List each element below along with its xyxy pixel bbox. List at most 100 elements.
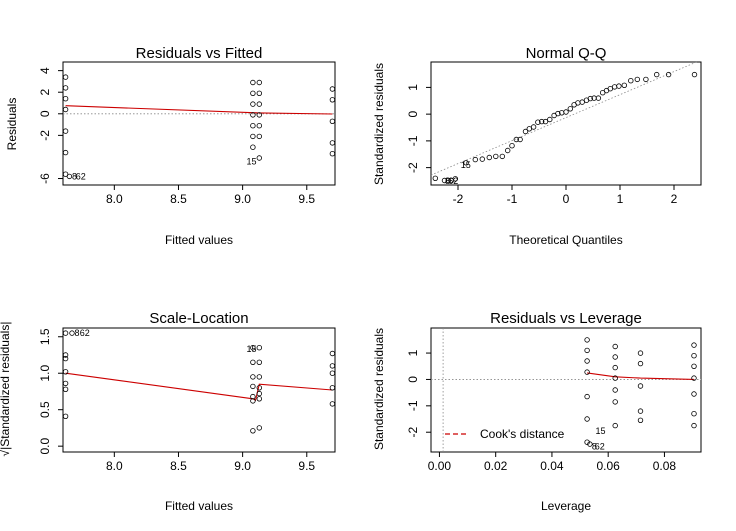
rvf-ytick-label: -6	[38, 173, 52, 184]
rvf-point-label: 8	[72, 171, 77, 181]
sl-data-point	[62, 380, 69, 387]
rvl-data-point	[584, 393, 590, 400]
rvl-data-point	[584, 337, 590, 343]
qq-xlabel: Theoretical Quantiles	[509, 233, 622, 247]
sl-title: Scale-Location	[149, 310, 248, 327]
rvl-data-point	[691, 411, 697, 417]
rvl-ytick-label: 1	[406, 349, 420, 356]
rvl-data-point	[691, 353, 697, 359]
rvf-data-point	[250, 90, 256, 96]
qq-data-point	[535, 119, 541, 125]
sl-xtick-label: 9.0	[234, 459, 251, 473]
rvf-data-point	[62, 85, 69, 91]
sl-data-point	[250, 383, 256, 390]
sl-data-point	[250, 398, 256, 404]
sl-data-point	[62, 355, 69, 362]
rvf-data-point	[256, 133, 262, 140]
sl-ytick-label: 1.5	[38, 328, 52, 345]
rvf-smooth-line	[65, 105, 333, 115]
rvf-data-point	[329, 118, 336, 124]
rvl-xtick-label: 0.08	[653, 459, 677, 473]
qq-data-point	[432, 175, 438, 181]
rvl-plot-box	[430, 327, 702, 453]
rvl-smooth-curve	[587, 372, 695, 380]
sl-xtick-label: 9.5	[298, 459, 315, 473]
qq-data-point	[547, 116, 553, 123]
rvf-points	[62, 74, 336, 180]
qq-plot-box	[430, 61, 702, 186]
legend-label: Cook's distance	[480, 427, 565, 441]
rvl-title: Residuals vs Leverage	[490, 310, 642, 327]
rvf-xtick-label: 9.0	[234, 192, 251, 206]
rvl-ylabel: Standardized residuals	[372, 328, 386, 450]
rvf-ytick-label: 4	[38, 67, 52, 74]
rvf-data-point	[62, 128, 69, 134]
rvf-data-point	[62, 74, 69, 80]
qq-reference-line	[430, 61, 697, 176]
rvf-point-labels: 15 862	[72, 156, 257, 181]
rvf-y-axis: 4 2 0 -2 -6	[38, 67, 63, 184]
sl-data-point	[250, 345, 256, 351]
sl-data-point	[250, 359, 256, 365]
qq-ytick-label: 1	[406, 84, 420, 91]
qq-data-point	[517, 136, 523, 143]
sl-ytick-label: 1.0	[38, 365, 52, 382]
qq-ytick-label: -2	[406, 162, 420, 173]
rvl-data-point	[691, 391, 697, 397]
sl-data-point	[256, 385, 262, 391]
qq-data-point	[587, 95, 593, 102]
scale-location-panel: Scale-Location Fitted values √|Standardi…	[0, 310, 336, 513]
qq-data-point	[643, 76, 649, 83]
qq-data-point	[509, 142, 515, 149]
qq-data-point	[539, 118, 545, 125]
rvf-data-point	[256, 90, 262, 96]
rvf-point-label: 15	[247, 156, 257, 166]
rvl-ytick-label: -1	[406, 400, 420, 411]
rvl-data-point	[612, 375, 618, 381]
sl-ylabel: √|Standardized residuals|	[0, 322, 12, 457]
rvl-point-label: 15	[596, 426, 606, 436]
rvl-xtick-label: 0.04	[540, 459, 564, 473]
sl-data-point	[62, 386, 69, 392]
rvf-data-point	[329, 140, 336, 146]
rvf-data-point	[250, 133, 256, 140]
qq-point-label: 8	[445, 176, 450, 186]
rvl-data-point	[587, 441, 593, 447]
qq-qq-line	[430, 61, 697, 176]
qq-data-point	[595, 95, 602, 101]
rvl-data-point	[584, 347, 590, 354]
rvf-ytick-label: 2	[38, 89, 52, 96]
residuals-vs-fitted-panel: Residuals vs Fitted Fitted values Residu…	[5, 45, 336, 247]
qq-xtick-label: 2	[671, 192, 678, 206]
sl-point-label: 15	[247, 344, 257, 354]
qq-data-point	[654, 71, 660, 78]
qq-data-point	[505, 147, 511, 154]
qq-data-point	[555, 110, 561, 117]
sl-xtick-label: 8.5	[170, 459, 187, 473]
sl-xtick-label: 8.0	[106, 459, 123, 473]
rvl-data-point	[691, 363, 697, 369]
sl-data-point	[329, 385, 336, 391]
rvl-point-labels: 15 862	[592, 426, 606, 452]
qq-data-point	[579, 99, 585, 105]
sl-data-point	[256, 374, 262, 380]
sl-data-point	[62, 352, 69, 358]
qq-data-point	[445, 177, 451, 184]
sl-xlabel: Fitted values	[165, 499, 233, 513]
qq-data-point	[616, 83, 622, 89]
qq-data-point	[513, 136, 519, 143]
rvl-point-label: 8	[592, 442, 597, 452]
qq-points	[432, 71, 698, 184]
qq-xtick-label: -2	[453, 192, 464, 206]
sl-data-point	[329, 401, 336, 407]
qq-x-axis: -2 -1 0 1 2	[453, 185, 678, 206]
rvl-y-axis: 1 0 -1 -2	[406, 349, 431, 438]
sl-data-point	[250, 428, 256, 434]
rvl-data-point	[637, 383, 644, 389]
rvf-data-point	[250, 144, 256, 150]
sl-data-point	[256, 425, 262, 431]
qq-data-point	[441, 177, 448, 184]
qq-data-point	[522, 128, 529, 135]
rvf-data-point	[256, 79, 262, 86]
sl-plot-box	[62, 327, 336, 453]
